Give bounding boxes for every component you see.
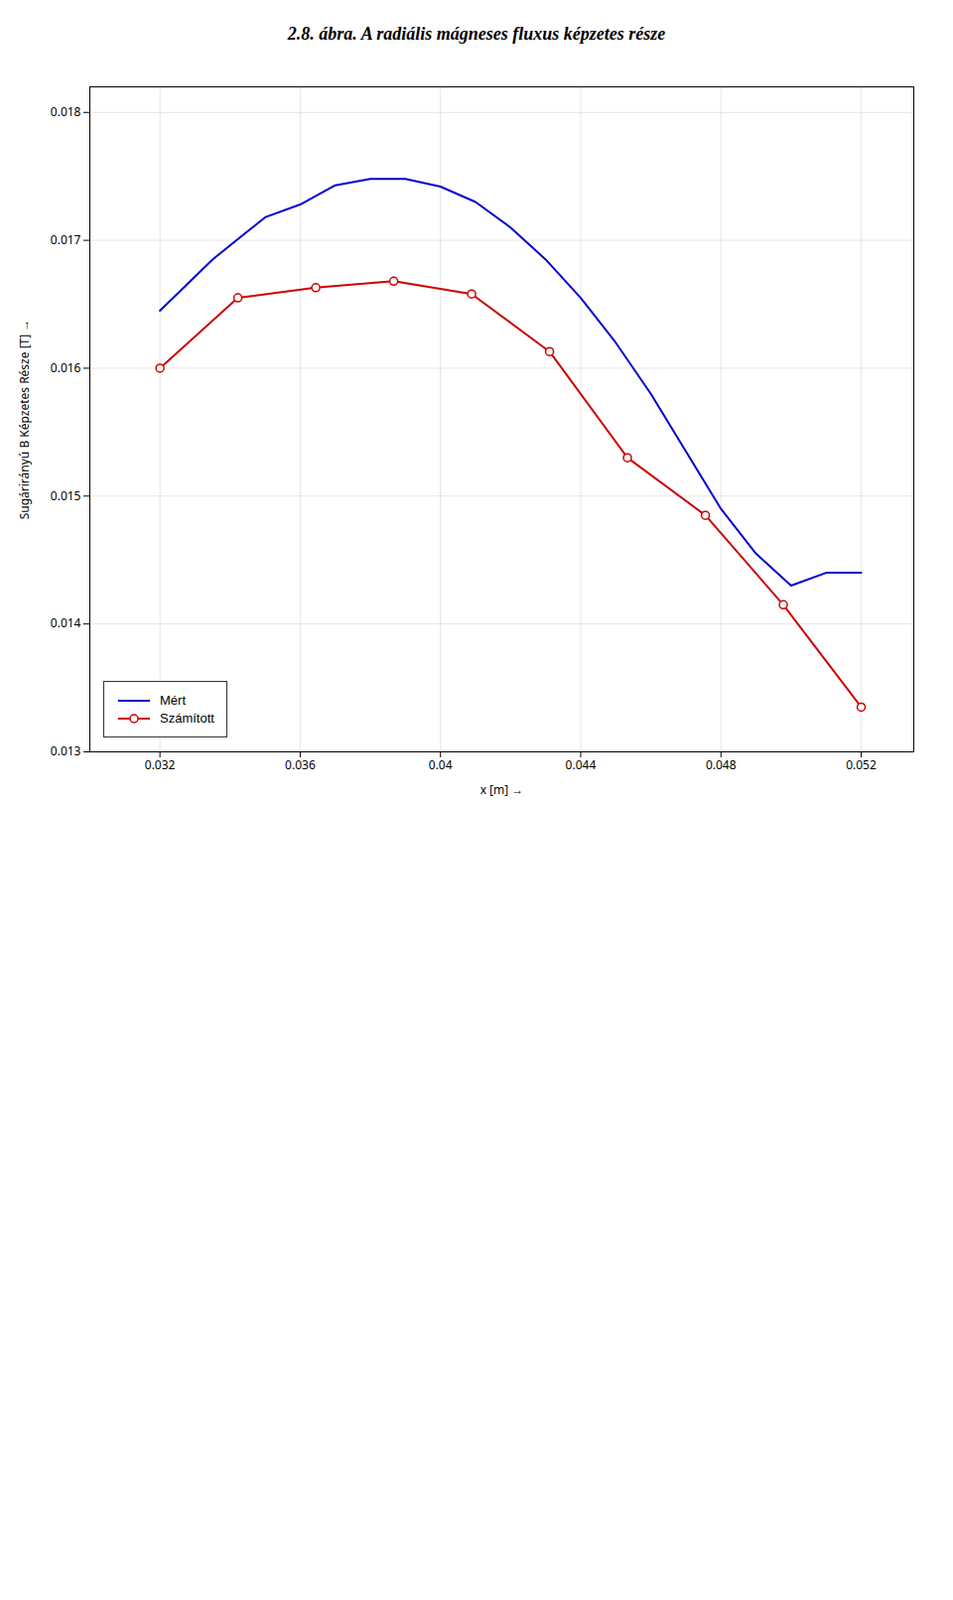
svg-text:0.018: 0.018 — [50, 103, 82, 121]
svg-text:Sugárirányú B Képzetes Része [: Sugárirányú B Képzetes Része [T] → — [15, 319, 33, 521]
svg-text:0.036: 0.036 — [284, 756, 316, 774]
html-text:2.8. ábra. A radiális mágneses: 2.8. ábra. A radiális mágneses fluxus ké… — [287, 23, 666, 44]
svg-text:0.04: 0.04 — [428, 756, 453, 774]
svg-text:0.017: 0.017 — [50, 231, 82, 249]
svg-text:x [m] →: x [m] → — [480, 781, 525, 799]
svg-text:0.044: 0.044 — [565, 756, 597, 774]
svg-text:0.032: 0.032 — [144, 756, 176, 774]
html-text:Számított: Számított — [159, 710, 215, 726]
svg-text:0.013: 0.013 — [50, 742, 82, 760]
svg-text:0.016: 0.016 — [50, 359, 82, 377]
svg-text:0.014: 0.014 — [50, 614, 82, 632]
svg-text:0.015: 0.015 — [50, 487, 82, 505]
html-text:Mért: Mért — [159, 692, 186, 708]
svg-text:0.052: 0.052 — [845, 756, 877, 774]
svg-text:0.048: 0.048 — [705, 756, 737, 774]
